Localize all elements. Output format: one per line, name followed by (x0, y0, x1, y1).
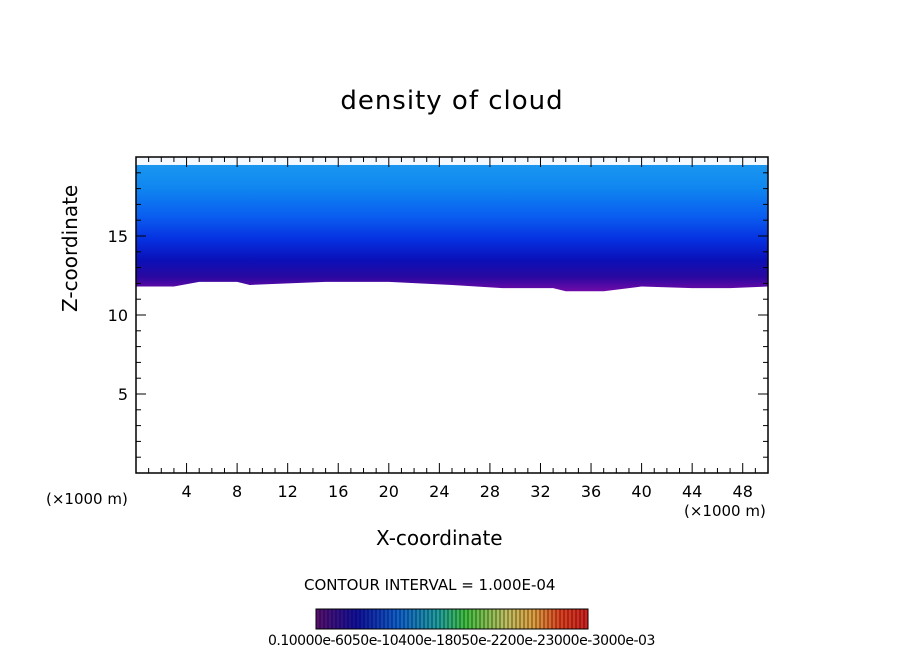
x-tick-label: 12 (278, 482, 298, 501)
contour-interval-label: CONTOUR INTERVAL = 1.000E-04 (304, 576, 556, 594)
x-tick-label: 24 (429, 482, 449, 501)
x-tick-label: 28 (480, 482, 500, 501)
x-axis-label: X-coordinate (376, 526, 503, 550)
y-axis-label: Z-coordinate (58, 184, 82, 312)
axis-ticks (136, 157, 768, 473)
colorbar-labels: 0.10000e-6050e-10400e-18050e-2200e-23000… (268, 633, 655, 649)
colorbar-frame (315, 608, 589, 630)
cloud-region (136, 164, 768, 292)
x-tick-label: 48 (733, 482, 753, 501)
y-tick-label: 10 (108, 306, 128, 325)
cloud-density-field (136, 157, 768, 292)
x-tick-label: 4 (181, 482, 191, 501)
colorbar (315, 608, 589, 630)
chart-title: density of cloud (340, 86, 564, 116)
x-tick-label: 16 (328, 482, 348, 501)
x-tick-label: 36 (581, 482, 601, 501)
x-unit-label-left: (×1000 m) (46, 490, 128, 508)
x-tick-label: 40 (631, 482, 651, 501)
x-tick-label: 20 (379, 482, 399, 501)
x-unit-label-right: (×1000 m) (684, 502, 766, 520)
x-tick-label: 32 (530, 482, 550, 501)
y-tick-label: 5 (118, 385, 128, 404)
y-tick-label: 15 (108, 227, 128, 246)
x-tick-label: 8 (232, 482, 242, 501)
x-tick-label: 44 (682, 482, 702, 501)
